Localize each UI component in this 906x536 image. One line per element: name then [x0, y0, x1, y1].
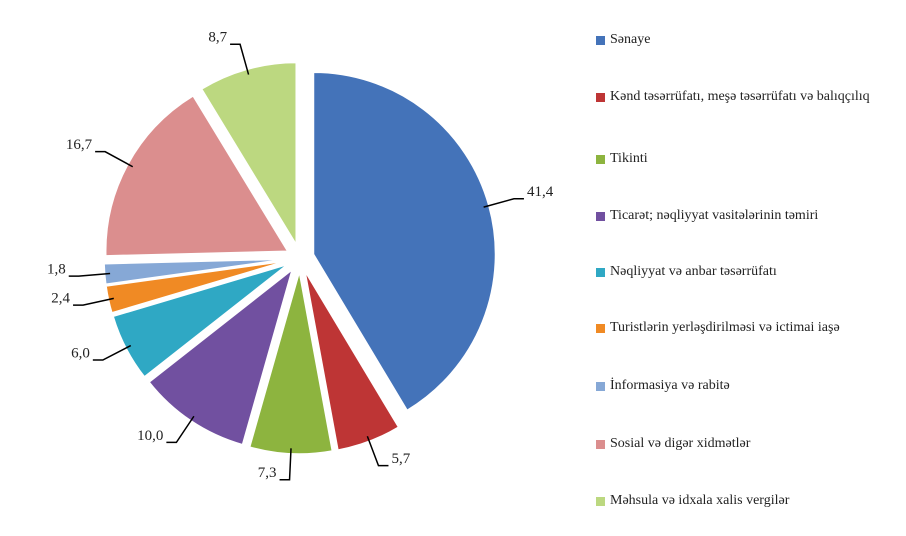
data-label: 41,4 — [527, 184, 554, 200]
data-label: 7,3 — [258, 465, 277, 481]
legend-swatch — [596, 382, 605, 391]
legend-label: Sosial və digər xidmətlər — [610, 436, 751, 451]
data-label: 6,0 — [71, 345, 90, 361]
legend-label: Kənd təsərrüfatı, meşə təsərrüfatı və ba… — [610, 89, 870, 104]
legend-swatch — [596, 36, 605, 45]
leader-line — [166, 415, 195, 444]
data-label: 8,7 — [208, 30, 227, 46]
legend-label: Məhsula və idxala xalis vergilər — [610, 493, 790, 508]
leader-line — [230, 43, 250, 75]
leader-line — [279, 448, 292, 481]
legend-label: Turistlərin yerləşdirilməsi və ictimai i… — [610, 320, 840, 335]
leader-line — [92, 344, 132, 361]
legend-label: Ticarət; nəqliyyat vasitələrinin təmiri — [610, 208, 819, 223]
legend-label: Sənaye — [610, 32, 651, 47]
legend-item: İnformasiya və rabitə — [596, 376, 896, 396]
legend-item: Tikinti — [596, 149, 896, 169]
legend-label: Nəqliyyat və anbar təsərrüfatı — [610, 264, 777, 279]
legend-swatch — [596, 155, 605, 164]
legend-item: Turistlərin yerləşdirilməsi və ictimai i… — [596, 318, 896, 338]
legend-swatch — [596, 93, 605, 102]
data-label: 1,8 — [47, 262, 66, 278]
leader-line — [483, 197, 524, 208]
pie-chart: 41,4 5,7 7,3 10,0 6,0 2,4 1,8 16,7 8,7 — [47, 30, 554, 482]
legend-swatch — [596, 497, 605, 506]
legend-item: Məhsula və idxala xalis vergilər — [596, 491, 896, 511]
legend-swatch — [596, 324, 605, 333]
data-label: 10,0 — [137, 428, 163, 444]
legend-item: Nəqliyyat və anbar təsərrüfatı — [596, 262, 896, 282]
legend-label: Tikinti — [610, 151, 648, 166]
legend-swatch — [596, 268, 605, 277]
legend-item: Sənaye — [596, 30, 896, 50]
legend-swatch — [596, 440, 605, 449]
legend-item: Sosial və digər xidmətlər — [596, 434, 896, 454]
data-label: 5,7 — [391, 451, 410, 467]
legend-label: İnformasiya və rabitə — [610, 378, 730, 393]
leader-line — [95, 150, 134, 168]
leader-line — [68, 272, 111, 277]
data-label: 16,7 — [66, 137, 93, 153]
legend-swatch — [596, 212, 605, 221]
legend-item: Kənd təsərrüfatı, meşə təsərrüfatı və ba… — [596, 87, 896, 107]
legend-item: Ticarət; nəqliyyat vasitələrinin təmiri — [596, 206, 896, 226]
data-label: 2,4 — [51, 291, 70, 307]
leader-line — [73, 297, 114, 306]
leader-line — [366, 435, 389, 467]
